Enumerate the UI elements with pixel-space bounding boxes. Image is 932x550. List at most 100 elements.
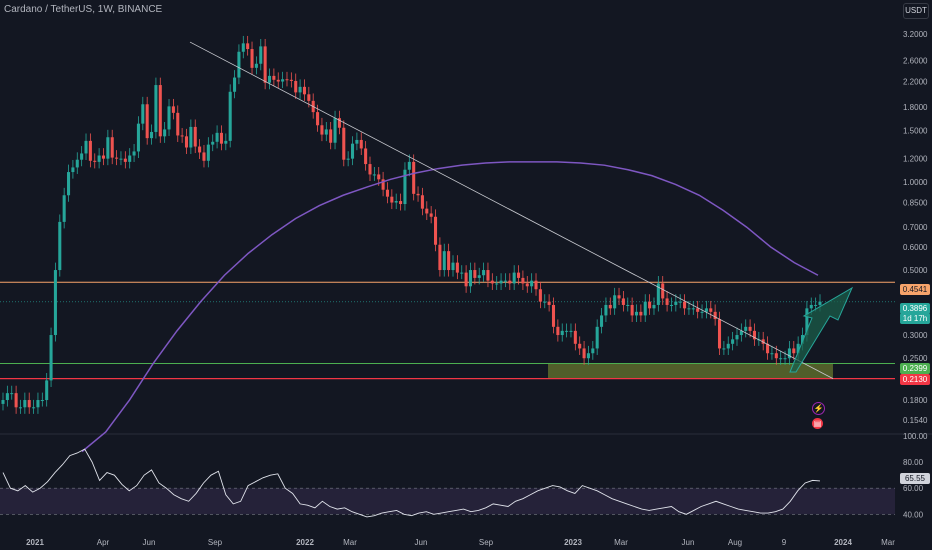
candle-body xyxy=(683,301,687,309)
candle-body xyxy=(731,339,735,344)
time-axis-tick: Apr xyxy=(97,538,110,547)
candle-body xyxy=(150,131,154,139)
candle-body xyxy=(613,295,617,309)
us-flag-icon[interactable]: ▤ xyxy=(812,418,823,429)
candle-body xyxy=(259,46,263,64)
candle-body xyxy=(748,326,752,331)
time-axis-tick: 2021 xyxy=(26,538,44,547)
price-axis-tick: 0.6000 xyxy=(903,243,928,252)
candle-body xyxy=(464,272,468,287)
candle-body xyxy=(254,63,258,68)
time-axis-tick: Mar xyxy=(343,538,357,547)
candle-body xyxy=(298,86,302,93)
candle-body xyxy=(158,85,162,137)
candle-body xyxy=(534,280,538,290)
candle-body xyxy=(285,79,289,81)
candle-body xyxy=(591,348,595,354)
candle-body xyxy=(560,330,564,336)
candle-body xyxy=(499,280,503,284)
candle-body xyxy=(228,91,232,141)
candle-body xyxy=(814,304,818,306)
candle-body xyxy=(307,94,311,101)
support-upper-badge: 0.2399 xyxy=(900,363,930,374)
candle-body xyxy=(14,393,18,408)
candle-body xyxy=(621,298,625,305)
candle-body xyxy=(486,270,490,281)
candle-body xyxy=(565,330,569,332)
candle-body xyxy=(45,380,49,401)
candle-body xyxy=(32,407,36,409)
candle-body xyxy=(508,280,512,284)
candle-body xyxy=(473,270,477,278)
countdown-badge: 1d 17h xyxy=(900,313,930,324)
candle-body xyxy=(263,46,267,83)
candle-body xyxy=(626,304,630,306)
candle-body xyxy=(390,196,394,203)
support-zone xyxy=(548,363,833,379)
candle-body xyxy=(604,304,608,316)
candle-body xyxy=(206,144,210,161)
candle-body xyxy=(495,283,499,285)
downtrend-line xyxy=(189,41,834,379)
candle-body xyxy=(27,400,31,408)
candle-body xyxy=(717,319,722,349)
candle-body xyxy=(237,51,241,78)
candle-body xyxy=(394,201,398,203)
candle-body xyxy=(18,407,23,409)
candle-body xyxy=(586,353,590,359)
currency-button[interactable]: USDT xyxy=(903,3,929,19)
candle-body xyxy=(372,174,376,176)
price-axis-tick: 3.2000 xyxy=(903,30,928,39)
candle-body xyxy=(176,112,180,136)
candle-body xyxy=(333,118,337,143)
rsi-axis-tick: 100.00 xyxy=(903,432,928,441)
candle-body xyxy=(818,301,822,305)
time-axis-tick: 2024 xyxy=(834,538,852,547)
price-axis-tick: 0.1540 xyxy=(903,416,928,425)
projection-arrow xyxy=(789,286,854,373)
candle-body xyxy=(97,155,101,162)
time-axis-tick: Mar xyxy=(614,538,628,547)
candle-body xyxy=(40,400,44,402)
candle-body xyxy=(128,155,132,162)
candle-body xyxy=(119,158,123,160)
candle-body xyxy=(294,80,298,93)
candle-body xyxy=(320,125,324,135)
candle-body xyxy=(93,160,97,162)
candle-body xyxy=(796,343,800,354)
candle-body xyxy=(783,358,787,360)
candle-body xyxy=(752,330,756,340)
candle-body xyxy=(49,335,53,381)
candle-body xyxy=(669,304,673,306)
candle-body xyxy=(700,311,704,313)
candle-body xyxy=(713,311,717,320)
moving-average-line xyxy=(81,161,819,453)
candle-body xyxy=(136,123,140,152)
candle-body xyxy=(241,43,245,52)
candle-body xyxy=(447,251,451,271)
candle-body xyxy=(704,308,708,312)
candle-body xyxy=(193,126,197,147)
candle-body xyxy=(53,270,57,336)
candle-body xyxy=(123,158,127,162)
price-axis-tick: 0.8500 xyxy=(903,199,928,208)
candle-body xyxy=(687,308,691,310)
candle-body xyxy=(198,146,202,153)
time-axis-tick: 9 xyxy=(782,538,787,547)
current-price-badge: 0.3896 xyxy=(900,303,930,314)
candle-body xyxy=(482,270,486,276)
candle-body xyxy=(770,353,774,355)
candle-body xyxy=(23,400,27,408)
candle-body xyxy=(412,161,416,194)
lightning-icon[interactable]: ⚡ xyxy=(812,402,825,415)
candle-body xyxy=(67,172,71,196)
candle-body xyxy=(219,132,223,144)
price-axis-tick: 1.2000 xyxy=(903,155,928,164)
candle-body xyxy=(503,280,507,282)
candle-body xyxy=(403,169,407,205)
candle-body xyxy=(787,348,791,359)
rsi-value-badge: 65.55 xyxy=(900,473,930,484)
candle-body xyxy=(324,129,328,135)
candle-body xyxy=(215,132,219,142)
